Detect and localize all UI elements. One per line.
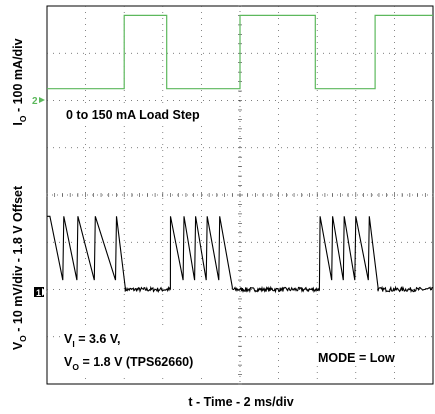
vi-label: VI = 3.6 V, bbox=[64, 332, 120, 349]
channel-1-marker: 1 bbox=[34, 287, 47, 298]
svg-text:1: 1 bbox=[36, 288, 41, 298]
load-step-label: 0 to 150 mA Load Step bbox=[66, 108, 200, 122]
x-axis-label: t - Time - 2 ms/div bbox=[188, 395, 293, 409]
traces bbox=[47, 14, 433, 294]
y-axis-label-top: IO - 100 mA/div bbox=[11, 38, 28, 125]
voltage-trace bbox=[47, 215, 433, 294]
y-axis-label-bottom: VO - 10 mV/div - 1.8 V Offset bbox=[11, 185, 28, 350]
current-trace bbox=[47, 14, 433, 90]
vo-label: VO = 1.8 V (TPS62660) bbox=[64, 355, 193, 372]
channel-2-marker: 2 bbox=[32, 96, 45, 107]
conditions-label-bg bbox=[60, 325, 236, 373]
mode-label: MODE = Low bbox=[318, 351, 395, 365]
load-step-label-bg bbox=[62, 106, 238, 122]
mode-label-bg bbox=[314, 348, 410, 366]
svg-text:2: 2 bbox=[32, 96, 38, 107]
